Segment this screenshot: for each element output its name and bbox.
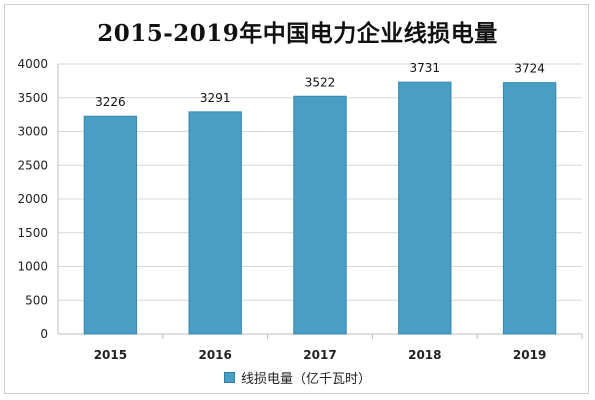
y-tick-label: 0 bbox=[40, 327, 48, 341]
bar-2018 bbox=[398, 81, 452, 335]
data-label-2018: 3731 bbox=[410, 61, 441, 75]
data-label-2015: 3226 bbox=[95, 95, 126, 109]
y-tick-label: 500 bbox=[25, 293, 48, 307]
legend-swatch bbox=[223, 372, 235, 383]
chart-title: 2015-2019年中国电力企业线损电量 bbox=[97, 20, 498, 47]
data-label-2017: 3522 bbox=[305, 75, 336, 89]
x-tick-label-2015: 2015 bbox=[94, 348, 127, 362]
x-tick-label-2019: 2019 bbox=[513, 348, 546, 362]
x-tick-label-2017: 2017 bbox=[303, 348, 336, 362]
y-tick-label: 2500 bbox=[17, 158, 48, 172]
data-label-2019: 3724 bbox=[514, 62, 545, 76]
data-labels: 3226 3291 3522 3731 3724 bbox=[95, 61, 545, 109]
x-axis: 2015 2016 2017 2018 2019 bbox=[58, 333, 583, 362]
bar-2017 bbox=[293, 95, 347, 335]
bar-2016 bbox=[188, 111, 242, 335]
x-tick-label-2016: 2016 bbox=[198, 348, 231, 362]
legend: 线损电量（亿千瓦时） bbox=[0, 368, 595, 387]
legend-label: 线损电量（亿千瓦时） bbox=[240, 372, 371, 387]
bar-2015 bbox=[83, 115, 138, 335]
data-label-2016: 3291 bbox=[200, 91, 231, 105]
y-tick-label: 4000 bbox=[17, 57, 48, 71]
bar-2019 bbox=[502, 82, 557, 335]
y-tick-label: 1000 bbox=[17, 260, 48, 274]
y-tick-label: 2000 bbox=[17, 192, 48, 206]
y-tick-label: 3500 bbox=[17, 91, 48, 105]
y-tick-label: 1500 bbox=[17, 226, 48, 240]
bars bbox=[83, 81, 557, 335]
y-tick-label: 3000 bbox=[17, 125, 48, 139]
y-axis: 0 500 1000 1500 2000 2500 3000 3500 4000 bbox=[17, 57, 59, 341]
x-tick-label-2018: 2018 bbox=[408, 348, 441, 362]
